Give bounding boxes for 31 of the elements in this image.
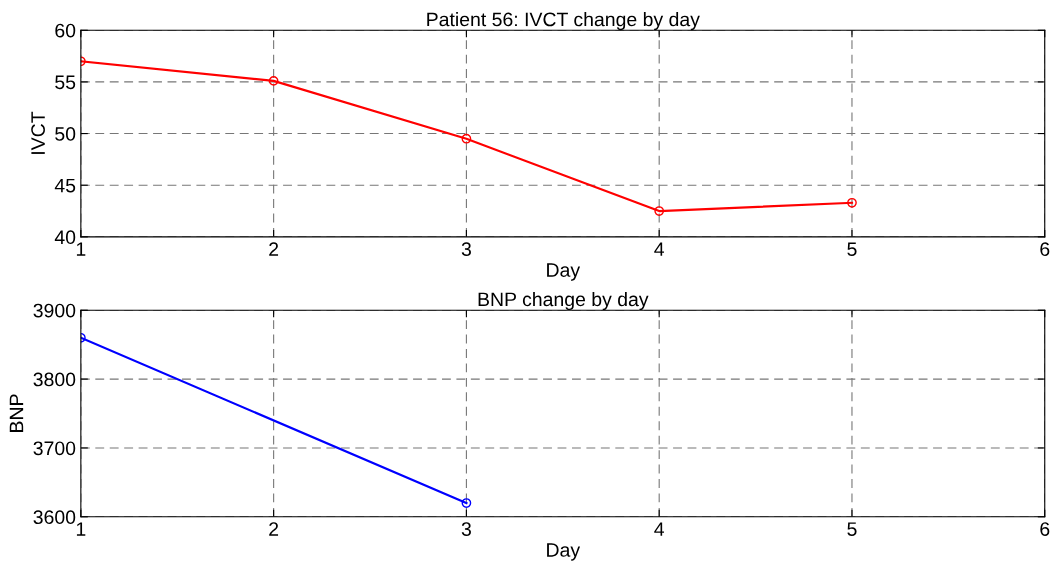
- point: [654, 206, 665, 216]
- x-tick-label: 1: [76, 522, 86, 536]
- x-tick-label: 2: [269, 242, 279, 256]
- x-tick-label: 4: [654, 522, 665, 536]
- x-tick-label: 6: [1040, 522, 1050, 536]
- x-tick-label: 3: [461, 242, 471, 257]
- y-tick-label: 3900: [33, 303, 76, 318]
- x-tick-label: 3: [461, 522, 471, 536]
- point: [268, 76, 279, 86]
- y-tick-label: 3800: [33, 372, 76, 387]
- x-tick-label: 6: [1040, 242, 1050, 257]
- y-tick-label: 40: [54, 230, 76, 245]
- y-tick-label: 60: [55, 23, 76, 38]
- x-tick-label: 2: [269, 522, 279, 536]
- x-axis-title: Day: [547, 263, 581, 281]
- x-axis-title: Day: [547, 543, 581, 561]
- y-tick-label: 50: [55, 127, 76, 141]
- y-tick-label: 3600: [33, 510, 76, 525]
- x-tick-label: 1: [76, 242, 86, 256]
- x-tick-label: 5: [847, 522, 857, 536]
- point: [847, 197, 857, 208]
- x-tick-label: 4: [654, 242, 665, 256]
- point: [461, 133, 472, 144]
- y-tick-label: 45: [54, 178, 76, 193]
- y-axis-title: BNP: [9, 394, 24, 432]
- y-tick-label: 55: [55, 75, 76, 90]
- chart-title: BNP change by day: [478, 291, 649, 311]
- chart-title: Patient 56: IVCT change by day: [427, 12, 700, 31]
- y-tick-label: 3700: [33, 441, 76, 456]
- y-axis-title: IVCT: [31, 111, 45, 154]
- x-tick-label: 5: [847, 242, 857, 257]
